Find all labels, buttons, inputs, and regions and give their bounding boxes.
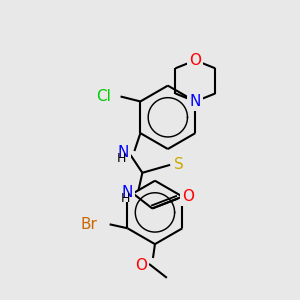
Text: Br: Br (81, 217, 98, 232)
Text: N: N (121, 185, 133, 200)
Text: O: O (135, 258, 147, 273)
Text: N: N (117, 146, 128, 160)
Text: O: O (182, 189, 194, 204)
Text: N: N (190, 94, 201, 109)
Text: Cl: Cl (96, 89, 111, 104)
Text: S: S (174, 158, 184, 172)
Text: H: H (121, 192, 130, 205)
Text: H: H (117, 152, 126, 165)
Text: O: O (189, 53, 201, 68)
